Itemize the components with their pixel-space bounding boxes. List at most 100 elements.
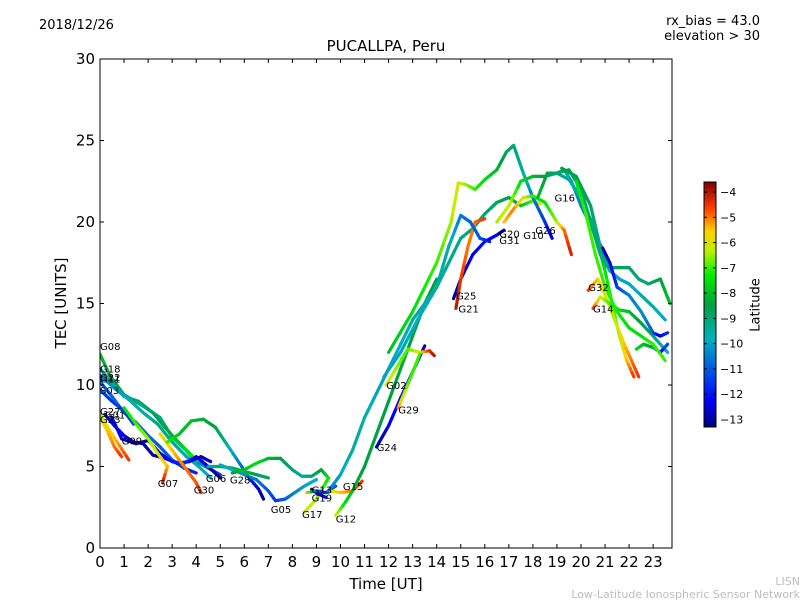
colorbar-tick-label: −4	[720, 186, 736, 199]
track-segment	[440, 242, 444, 252]
colorbar-tick-label: −11	[720, 363, 743, 376]
x-tick-label: 17	[499, 553, 518, 571]
y-tick-label: 20	[76, 213, 95, 231]
x-tick-label: 11	[355, 553, 374, 571]
x-tick-label: 2	[143, 553, 153, 571]
track-g06	[167, 419, 263, 499]
satellite-tracks	[100, 145, 670, 515]
colorbar-tick-label: −10	[720, 338, 743, 351]
track-segment	[444, 232, 448, 242]
colorbar	[704, 182, 716, 427]
satellite-label: G12	[336, 515, 356, 526]
x-tick-label: 20	[571, 553, 590, 571]
track-segment	[482, 219, 484, 220]
colorbar-tick-label: −6	[720, 237, 736, 250]
colorbar-tick-label: −7	[720, 262, 736, 275]
satellite-label: G02	[386, 381, 406, 392]
track-segment	[448, 222, 452, 232]
track-segment	[262, 497, 263, 499]
track-segment	[193, 472, 196, 473]
satellite-label: S03	[100, 386, 119, 397]
satellite-label: G23	[100, 415, 120, 426]
track-segment	[431, 263, 437, 275]
colorbar-tick-label: −13	[720, 413, 743, 426]
satellite-label: G21	[458, 304, 478, 315]
y-tick-label: 5	[85, 458, 95, 476]
track-segment	[419, 287, 425, 299]
track-segment	[425, 275, 431, 287]
x-tick-label: 12	[379, 553, 398, 571]
satellite-label: G15	[343, 482, 363, 493]
colorbar-tick-label: −8	[720, 287, 736, 300]
track-segment	[538, 203, 540, 204]
x-tick-label: 19	[547, 553, 566, 571]
track-segment	[666, 344, 668, 346]
satellite-label: G30	[194, 485, 214, 496]
satellite-label: G05	[271, 505, 291, 516]
y-tick-label: 15	[76, 295, 95, 313]
x-tick-label: 13	[403, 553, 422, 571]
y-tick-label: 25	[76, 132, 95, 150]
satellite-label: G28	[230, 476, 250, 487]
colorbar-tick-label: −9	[720, 312, 736, 325]
track-segment	[637, 373, 639, 377]
track-segment	[437, 253, 441, 263]
plot-frame	[100, 59, 672, 548]
y-tick-label: 0	[85, 539, 95, 557]
track-segment	[313, 480, 316, 482]
x-tick-label: 22	[620, 553, 639, 571]
track-segment	[413, 299, 419, 311]
x-tick-label: 3	[167, 553, 177, 571]
satellite-label: G06	[206, 474, 226, 485]
track-segment	[666, 350, 668, 352]
track-segment	[433, 354, 434, 355]
track-segment	[662, 317, 665, 320]
x-tick-label: 4	[191, 553, 201, 571]
track-segment	[265, 477, 268, 478]
track-segment	[126, 456, 128, 460]
satellite-label: G24	[377, 443, 397, 454]
track-segment	[570, 248, 572, 254]
satellite-label: G09	[122, 436, 142, 447]
satellite-label: G19	[312, 493, 332, 504]
satellite-label: G16	[555, 194, 575, 205]
track-segment	[208, 460, 210, 461]
track-segment	[632, 373, 634, 377]
satellite-label: G25	[456, 291, 476, 302]
x-tick-label: 21	[596, 553, 615, 571]
y-tick-label: 30	[76, 50, 95, 68]
track-segment	[668, 297, 670, 303]
satellite-label: G11	[100, 374, 120, 385]
x-tick-label: 7	[264, 553, 274, 571]
x-tick-label: 16	[475, 553, 494, 571]
colorbar-tick-label: −5	[720, 211, 736, 224]
y-tick-label: 10	[76, 376, 95, 394]
track-segment	[662, 356, 665, 360]
x-tick-label: 14	[427, 553, 446, 571]
track-segment	[417, 354, 419, 360]
track-segment	[395, 332, 401, 342]
track-segment	[120, 454, 122, 456]
x-tick-label: 18	[523, 553, 542, 571]
track-segment	[487, 241, 489, 242]
track-segment	[666, 333, 668, 334]
satellite-label: G08	[100, 342, 120, 353]
x-tick-label: 10	[331, 553, 350, 571]
satellite-label: G14	[593, 304, 613, 315]
x-tick-label: 0	[95, 553, 105, 571]
satellite-label: G26	[535, 226, 555, 237]
satellite-label: G31	[499, 236, 519, 247]
x-tick-label: 15	[451, 553, 470, 571]
x-tick-label: 5	[215, 553, 225, 571]
satellite-label: G32	[588, 283, 608, 294]
track-g20b	[603, 248, 668, 336]
x-tick-label: 1	[119, 553, 129, 571]
satellite-label: G17	[302, 510, 322, 521]
x-tick-label: 6	[240, 553, 250, 571]
colorbar-tick-label: −12	[720, 388, 743, 401]
satellite-label: G29	[398, 405, 418, 416]
x-tick-label: 8	[288, 553, 298, 571]
